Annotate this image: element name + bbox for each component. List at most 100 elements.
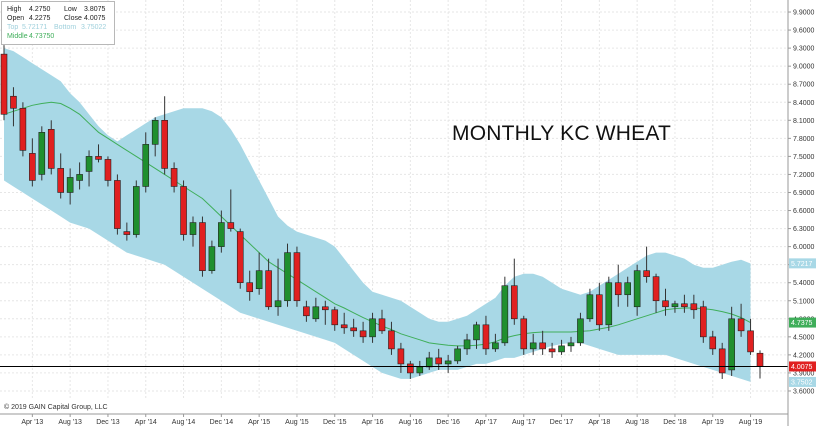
candle	[690, 294, 698, 319]
low-label: Low	[64, 6, 77, 13]
value-label-bg	[789, 258, 816, 269]
candle	[728, 306, 735, 376]
candle-body	[681, 303, 688, 308]
value-label-text: 5.7217	[791, 261, 813, 268]
candle	[586, 288, 594, 322]
candle-body	[123, 231, 131, 235]
candle	[180, 180, 187, 241]
bollinger-band	[4, 48, 751, 382]
candle-body	[501, 285, 509, 344]
candle-body	[586, 294, 594, 320]
candle	[227, 189, 235, 232]
candle-body	[180, 186, 187, 235]
bollinger-middle-line	[3, 101, 751, 347]
candle-body	[548, 348, 556, 353]
candle-body	[709, 336, 717, 350]
x-axis: Apr '13 Aug '13 Dec '13 Apr '14 Aug '14 Dec '…	[0, 413, 788, 426]
candle	[596, 282, 603, 331]
candle	[321, 300, 329, 325]
candle-body	[435, 357, 443, 365]
y-axis: 3.60003.90004.20004.50004.80005.10005.40…	[787, 0, 815, 426]
candle	[473, 321, 480, 349]
candle	[170, 162, 178, 193]
candle	[681, 294, 688, 313]
y-tick-label: 9.6000	[793, 28, 815, 35]
candle	[501, 276, 509, 346]
candle	[709, 330, 717, 355]
y-tick-label: 6.0000	[793, 244, 815, 251]
x-tick-label: Dec '17	[550, 419, 574, 426]
right-axis-value-label: 4.7375	[789, 317, 816, 328]
candle	[76, 162, 83, 190]
value-label-bg	[789, 361, 816, 372]
candle-body	[425, 357, 433, 368]
y-tick-label: 7.5000	[793, 154, 815, 161]
candle	[492, 333, 499, 352]
value-label-text: 4.7375	[791, 320, 813, 327]
y-tick-label: 9.3000	[793, 46, 815, 53]
candle	[123, 222, 131, 241]
candle-body	[293, 252, 301, 302]
candle	[407, 360, 414, 379]
candle	[29, 138, 36, 187]
right-axis-value-label: 3.7502	[789, 376, 816, 387]
candle	[652, 273, 660, 313]
candle	[133, 180, 140, 238]
candle-body	[444, 360, 452, 365]
y-tick-label: 9.9000	[793, 10, 815, 17]
candle-body	[47, 129, 55, 169]
candle	[10, 87, 17, 127]
candle	[378, 309, 386, 334]
candle	[246, 270, 253, 301]
candle	[312, 297, 320, 322]
candle	[756, 350, 764, 379]
candle-body	[643, 270, 650, 277]
candle-body	[284, 252, 291, 302]
candle	[388, 321, 395, 355]
x-tick-label: Aug '15	[285, 419, 309, 426]
x-tick-label: Apr '18	[588, 419, 610, 426]
candle	[66, 168, 74, 205]
candle	[208, 240, 216, 274]
candle-body	[142, 144, 150, 187]
candle	[482, 315, 490, 355]
x-tick-label: Aug '13	[58, 419, 82, 426]
candle-body	[605, 282, 613, 326]
candle	[671, 300, 679, 313]
right-axis-value-label: 4.0075	[789, 361, 816, 372]
x-tick-label: Apr '14	[135, 419, 157, 426]
candle	[350, 318, 357, 337]
x-tick-label: Aug '16	[399, 419, 423, 426]
bottom-value: 3.75022	[81, 24, 107, 31]
candle-body	[321, 306, 329, 311]
open-label: Open	[7, 15, 25, 22]
candle-body	[567, 342, 575, 347]
candle	[255, 252, 263, 295]
candle	[558, 339, 565, 355]
candle	[567, 336, 575, 352]
candle	[142, 132, 150, 193]
right-axis-value-labels: 5.7217 4.7375 4.0075 3.7502	[789, 258, 816, 387]
candle	[274, 258, 282, 316]
candle	[510, 258, 518, 325]
candle	[114, 174, 121, 235]
candle	[19, 102, 27, 157]
candle-body	[699, 306, 707, 338]
candle-body	[378, 318, 386, 332]
bottom-label: Bottom	[54, 24, 77, 31]
candle	[236, 228, 244, 289]
candle-body	[38, 132, 46, 175]
candle-body	[199, 222, 206, 271]
copyright-text: © 2019 GAIN Capital Group, LLC	[4, 404, 108, 411]
candle	[699, 300, 707, 343]
right-axis-value-label: 5.7217	[789, 258, 816, 269]
candle-body	[463, 339, 471, 350]
candle	[340, 312, 348, 334]
x-tick-label: Dec '15	[323, 419, 347, 426]
candle	[293, 246, 301, 307]
middle-label: Middle	[7, 33, 28, 40]
candle-body	[728, 318, 735, 371]
x-tick-label: Apr '16	[362, 419, 384, 426]
candle-body	[577, 318, 584, 344]
y-tick-label: 5.1000	[793, 298, 815, 305]
